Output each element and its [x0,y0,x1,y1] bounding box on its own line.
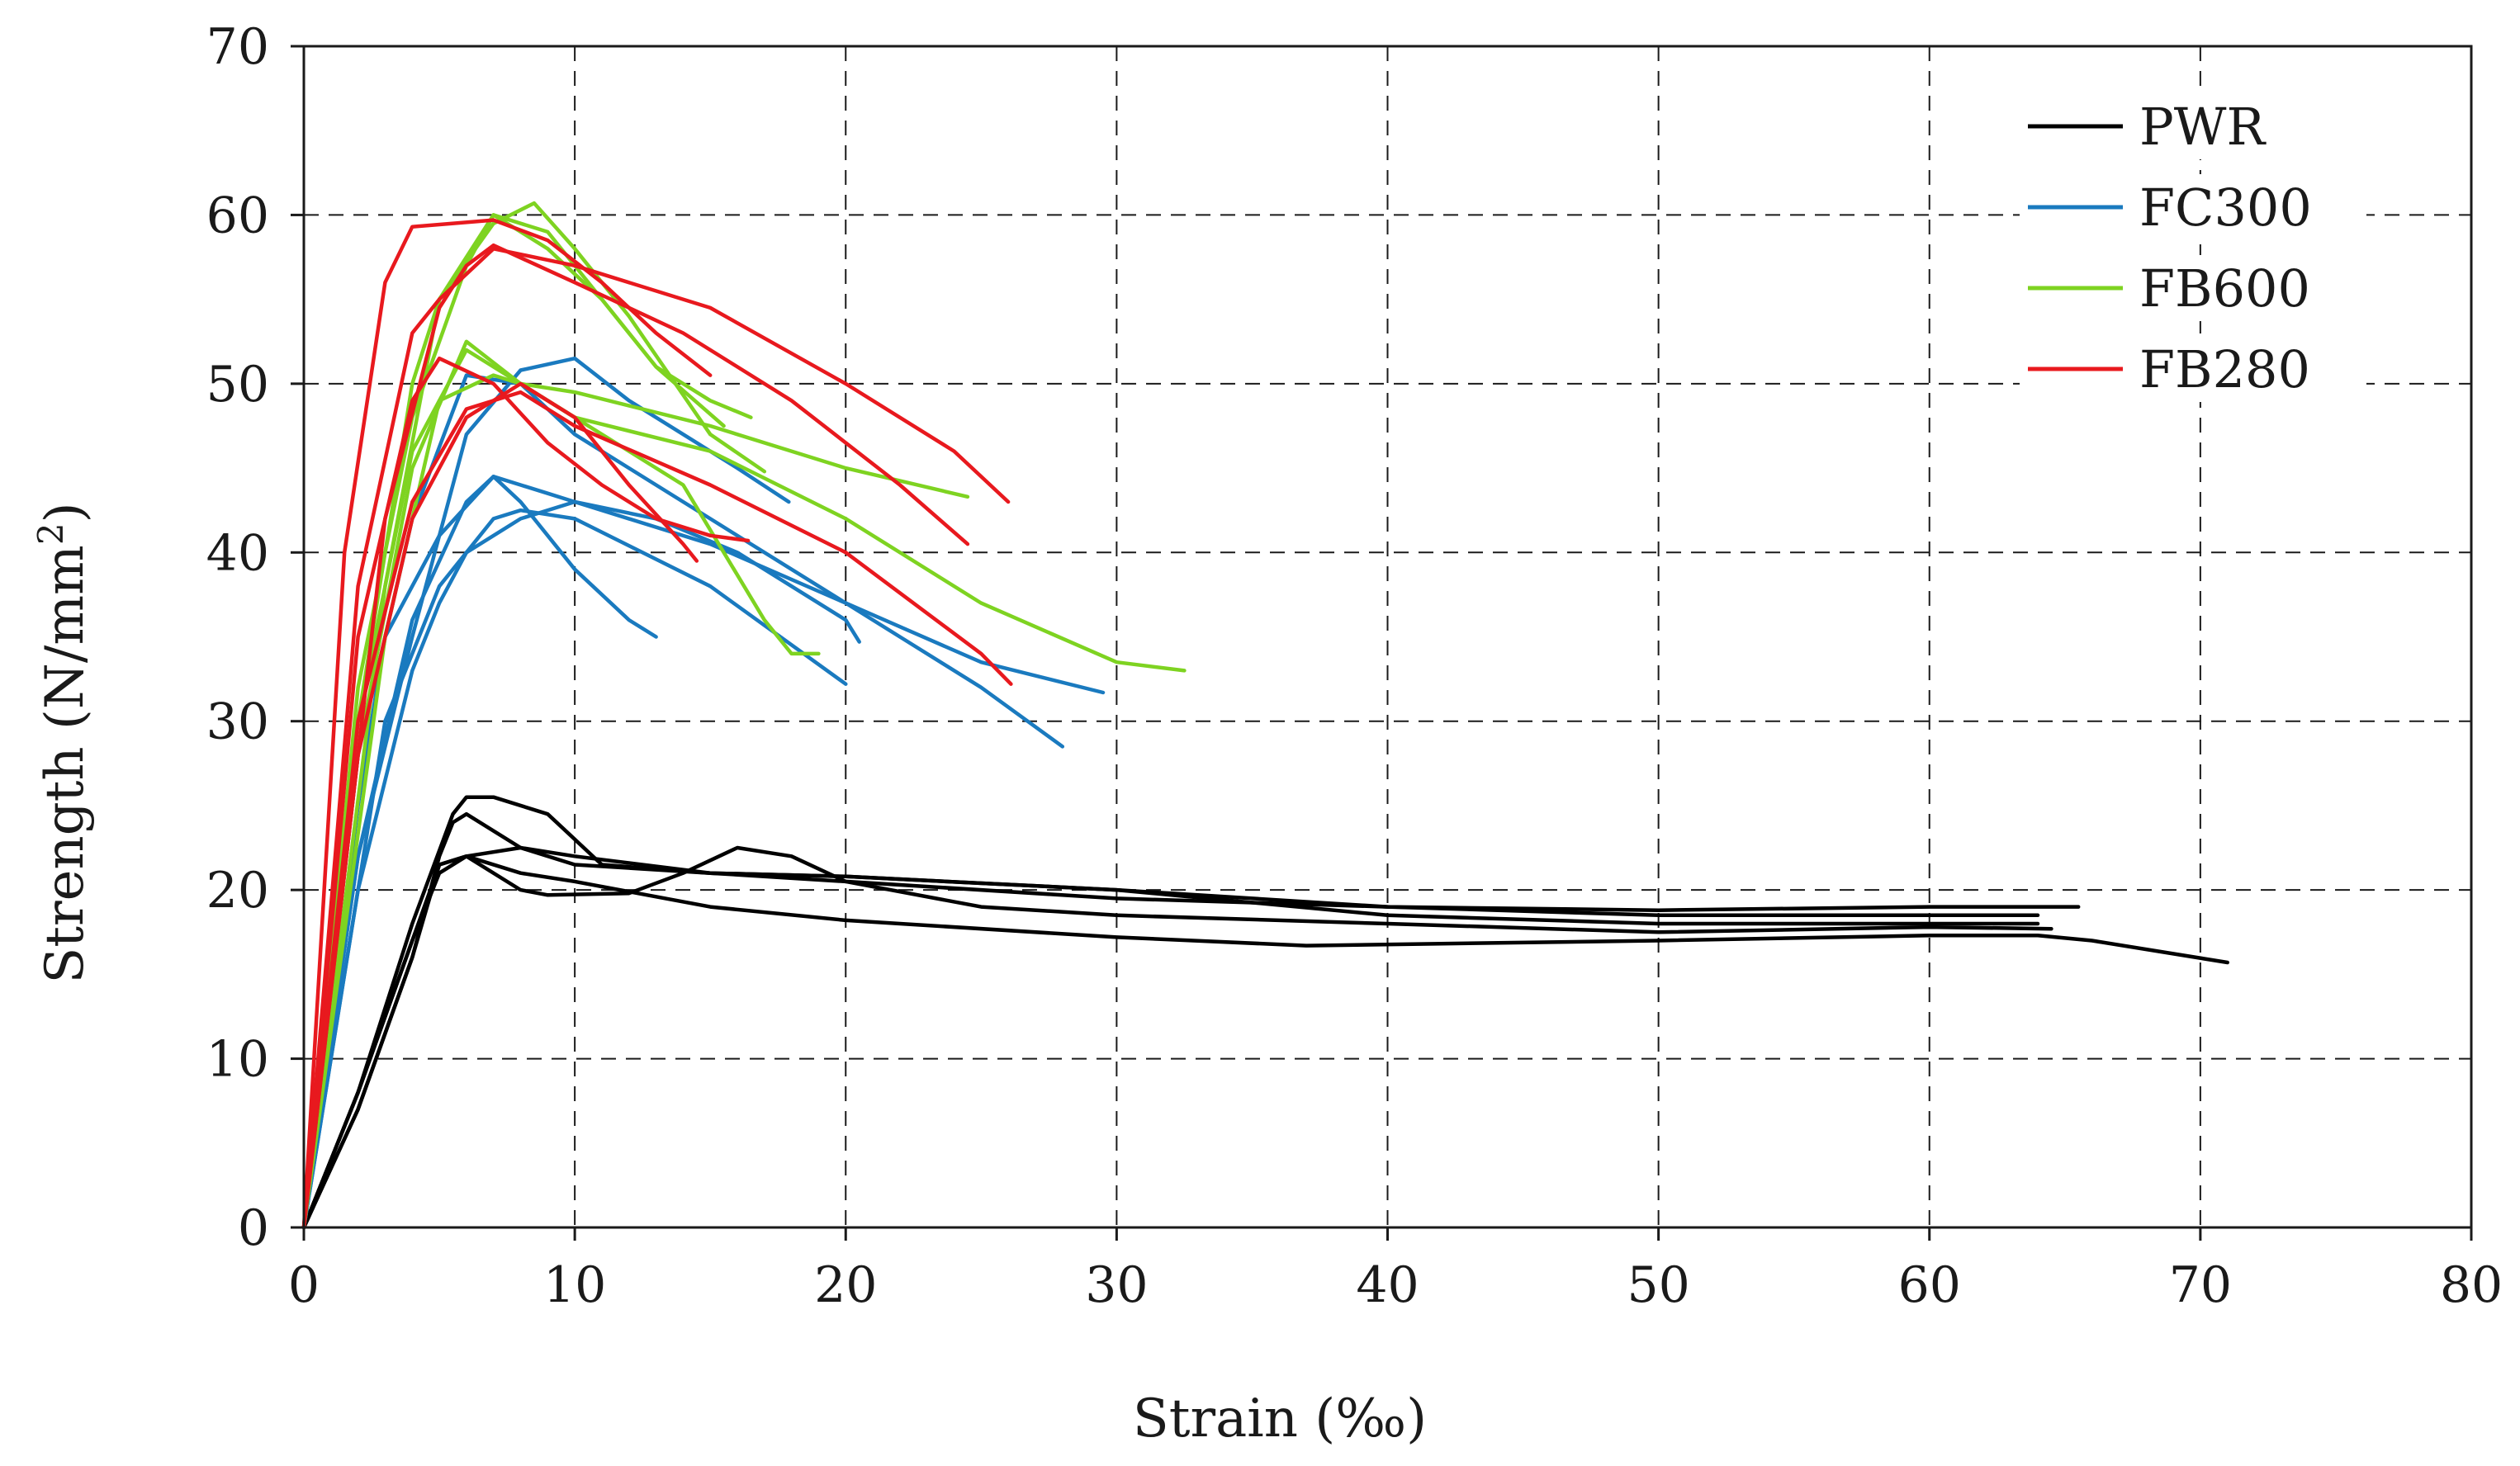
series-line-fb280 [301,390,1013,1230]
series-line-fb280 [301,356,751,1230]
legend-label-pwr: PWR [2139,97,2267,157]
legend: PWR FC300 FB600 FB280 [2020,93,2366,402]
series-line-pwr [301,845,2040,1230]
x-tick-label: 0 [288,1256,320,1314]
y-tick-label: 20 [206,862,269,920]
x-tick-label: 50 [1627,1256,1689,1314]
y-tick-label: 30 [206,693,269,751]
y-tick-label: 10 [206,1031,269,1089]
axes [291,45,2473,1241]
series-line-fb280 [301,381,699,1230]
legend-label-fb280: FB280 [2139,339,2310,400]
y-tick-label: 70 [206,18,269,76]
series-line-pwr [301,811,2040,1230]
legend-label-fc300: FC300 [2139,177,2312,238]
x-tick-label: 40 [1356,1256,1419,1314]
series-line-fc300 [301,508,848,1230]
series-line-fb280 [301,218,713,1230]
y-axis-title-close: ) [35,502,96,523]
legend-label-fb600: FB600 [2139,258,2310,319]
x-tick-label: 70 [2169,1256,2232,1314]
series-line-pwr [301,795,2081,1230]
y-tick-label: 40 [206,524,269,582]
x-axis-title: Strain (‰) [1133,1388,1427,1449]
y-tick-label: 0 [238,1199,269,1257]
tick-labels: 0 10 20 30 40 50 60 70 80 0 10 20 30 40 50 60 70 [206,18,2503,1314]
y-tick-label: 50 [206,356,269,414]
x-tick-label: 30 [1085,1256,1148,1314]
x-tick-label: 80 [2440,1256,2503,1314]
y-tick-label: 60 [206,187,269,244]
x-tick-label: 60 [1898,1256,1961,1314]
series-line-pwr [301,854,2229,1230]
series-line-pwr [301,845,2053,1230]
series-line-fb280 [301,247,1011,1230]
x-tick-label: 10 [543,1256,606,1314]
series-line-fc300 [301,499,861,1230]
series-line-fb280 [301,243,970,1230]
series-lines [301,201,2229,1230]
x-tick-label: 20 [814,1256,877,1314]
y-axis-title-sup: 2 [31,523,71,545]
series-line-fc300 [301,475,658,1230]
series-line-fb600 [301,213,726,1230]
y-axis-title-main: Strength (N/mm [35,545,96,983]
y-axis-title: Strength (N/mm2) [31,502,96,983]
